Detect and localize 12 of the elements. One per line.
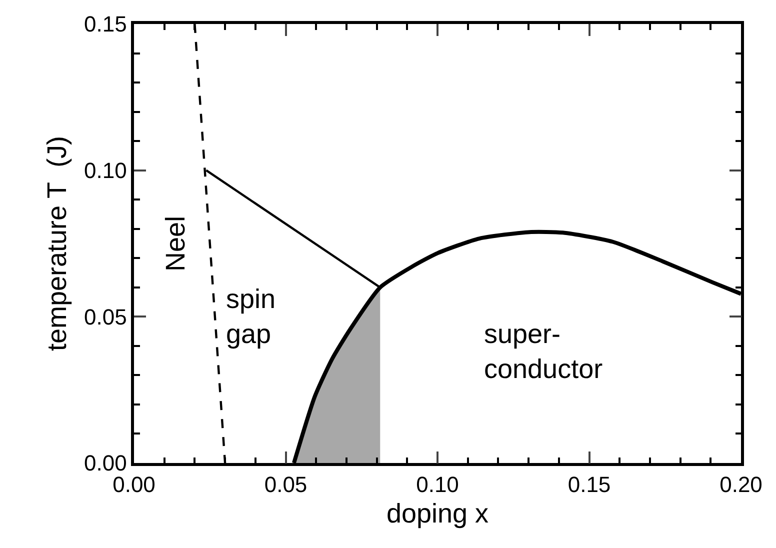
x-axis-title: doping x xyxy=(386,498,490,529)
y-tick-label: 0.05 xyxy=(84,304,127,330)
y-tick-label: 0.15 xyxy=(84,12,127,37)
x-tick-label: 0.10 xyxy=(416,472,459,498)
x-tick-label: 0.05 xyxy=(264,472,308,498)
annotation: super- conductor xyxy=(484,319,603,384)
x-tick-label: 0.20 xyxy=(720,472,762,498)
annotation: spin gap xyxy=(226,284,276,350)
x-tick-label: 0.15 xyxy=(568,472,611,498)
y-axis-title: temperature T (J) xyxy=(42,136,72,352)
y-tick-label: 0.10 xyxy=(84,158,127,184)
annotation: Neel xyxy=(160,216,190,272)
